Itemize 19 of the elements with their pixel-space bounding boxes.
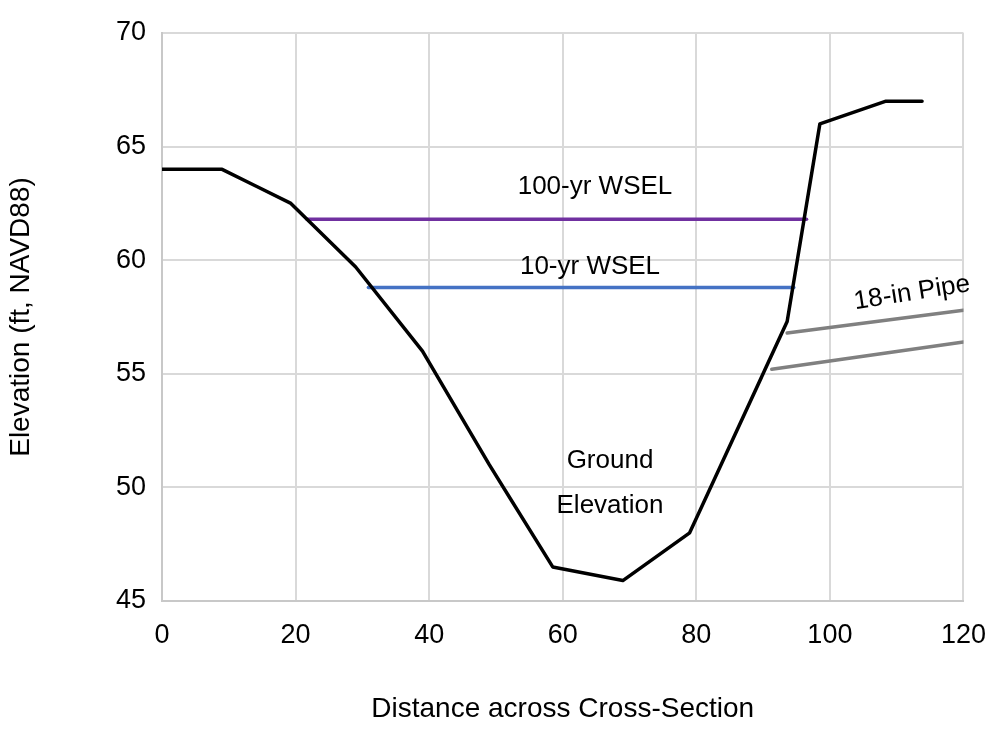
series-label: 100-yr WSEL	[517, 170, 673, 201]
y-tick-label: 55	[115, 357, 146, 388]
x-tick-label: 20	[280, 618, 311, 649]
x-tick-label: 100	[807, 618, 853, 649]
x-tick-label: 120	[940, 618, 987, 649]
x-tick-label: 80	[681, 618, 712, 649]
x-tick-label: 0	[154, 618, 170, 649]
x-tick-label: 40	[414, 618, 445, 649]
x-tick-label: 60	[547, 618, 578, 649]
y-tick-label: 50	[115, 470, 146, 501]
y-tick-label: 45	[115, 584, 146, 615]
x-axis-title: Distance across Cross-Section	[371, 691, 755, 723]
series-label: Ground Elevation	[556, 443, 664, 519]
y-tick-label: 65	[115, 130, 146, 161]
series-label: 10-yr WSEL	[519, 250, 661, 281]
text: 18-in Pipe	[851, 267, 972, 316]
y-tick-label: 60	[115, 243, 146, 274]
y-tick-label: 70	[115, 16, 146, 47]
y-axis-title: Elevation (ft, NAVD88)	[3, 177, 35, 457]
